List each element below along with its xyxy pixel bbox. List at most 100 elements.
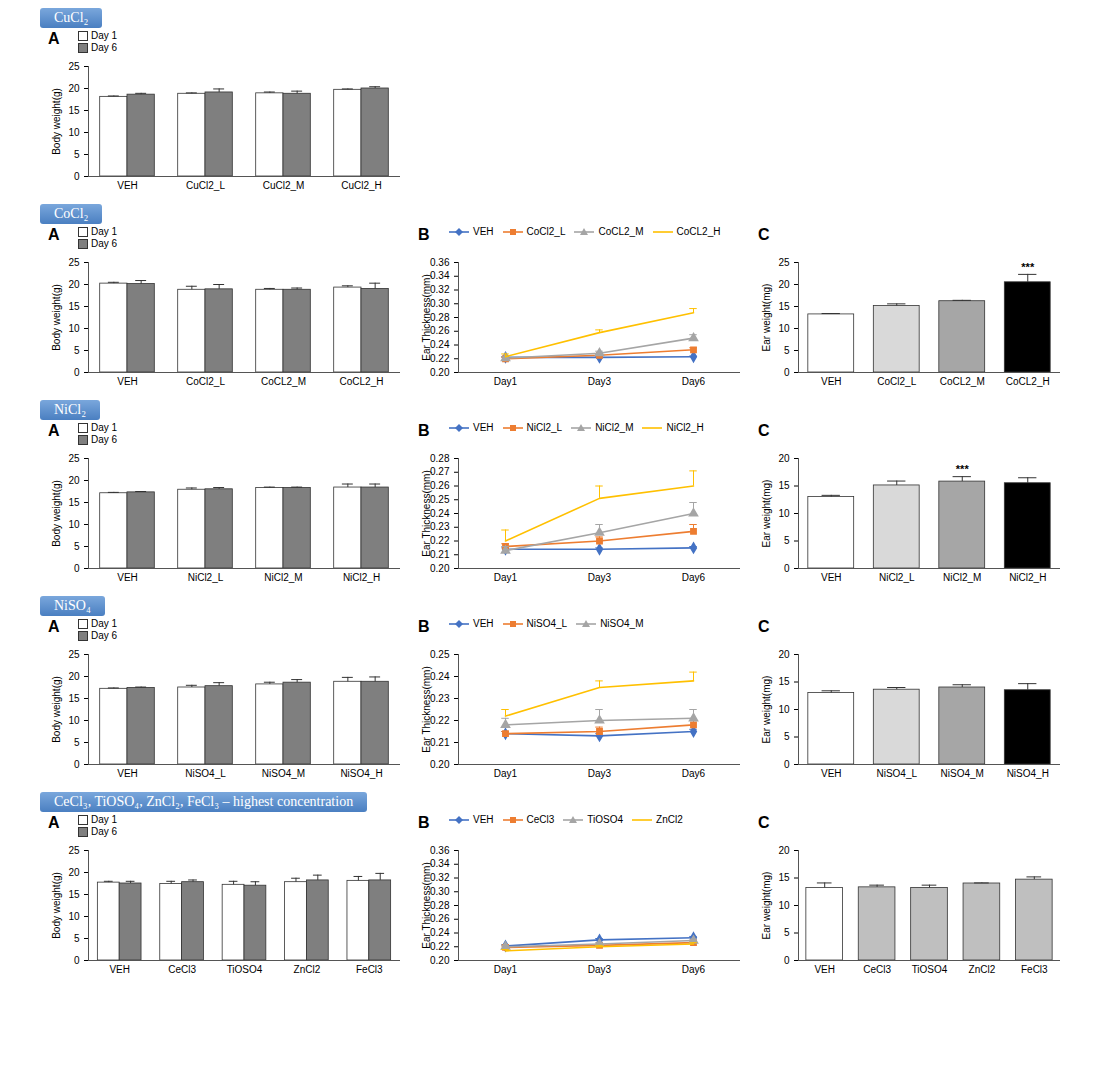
svg-text:0.28: 0.28 [430,312,450,323]
svg-text:20: 20 [68,867,80,878]
svg-text:Day3: Day3 [588,964,612,975]
svg-text:VEH: VEH [821,376,842,387]
svg-text:VEH: VEH [117,572,138,583]
svg-text:FeCl3: FeCl3 [356,964,383,975]
svg-text:Ear Thickness(mm): Ear Thickness(mm) [421,470,432,557]
svg-text:10: 10 [778,323,790,334]
svg-text:0.26: 0.26 [430,480,450,491]
svg-text:0.23: 0.23 [430,693,450,704]
svg-text:CuCl2_M: CuCl2_M [263,180,305,191]
svg-text:VEH: VEH [117,376,138,387]
svg-text:25: 25 [68,61,80,72]
svg-text:15: 15 [68,693,80,704]
svg-text:0.28: 0.28 [430,453,450,464]
svg-text:0: 0 [74,563,80,574]
svg-text:0.28: 0.28 [430,900,450,911]
svg-text:CoCL2_M: CoCL2_M [261,376,306,387]
svg-text:Day3: Day3 [588,376,612,387]
svg-text:5: 5 [784,535,790,546]
svg-text:10: 10 [68,911,80,922]
svg-text:Body weight(g): Body weight(g) [51,872,62,939]
svg-text:VEH: VEH [814,964,835,975]
svg-text:15: 15 [778,301,790,312]
svg-text:CoCL2_M: CoCL2_M [940,376,985,387]
svg-text:NiCl2_H: NiCl2_H [1009,572,1046,583]
svg-text:VEH: VEH [117,180,138,191]
svg-text:Ear Thickness(mm): Ear Thickness(mm) [421,274,432,361]
svg-text:CuCl2_L: CuCl2_L [186,180,225,191]
svg-text:0.22: 0.22 [430,715,450,726]
svg-text:NiCl2_H: NiCl2_H [343,572,380,583]
svg-text:0.25: 0.25 [430,494,450,505]
svg-text:NiCl2_M: NiCl2_M [264,572,302,583]
svg-text:0.24: 0.24 [430,339,450,350]
svg-text:0.20: 0.20 [430,955,450,966]
svg-text:25: 25 [68,845,80,856]
svg-text:0.36: 0.36 [430,257,450,268]
svg-text:15: 15 [778,480,790,491]
svg-text:25: 25 [68,649,80,660]
svg-text:15: 15 [68,301,80,312]
svg-text:Day3: Day3 [588,572,612,583]
svg-text:0.22: 0.22 [430,353,450,364]
svg-text:0.24: 0.24 [430,508,450,519]
svg-text:0.36: 0.36 [430,845,450,856]
svg-text:0.32: 0.32 [430,872,450,883]
svg-text:25: 25 [778,257,790,268]
svg-text:NiCl2_L: NiCl2_L [879,572,915,583]
svg-text:10: 10 [68,715,80,726]
svg-text:0.24: 0.24 [430,671,450,682]
svg-text:20: 20 [778,649,790,660]
svg-text:10: 10 [68,519,80,530]
svg-text:NiSO4_M: NiSO4_M [262,768,305,779]
svg-text:Day1: Day1 [494,964,518,975]
svg-text:15: 15 [68,105,80,116]
svg-text:0: 0 [784,367,790,378]
svg-text:0.27: 0.27 [430,466,450,477]
svg-text:0.34: 0.34 [430,270,450,281]
svg-text:NiSO4_M: NiSO4_M [941,768,984,779]
svg-text:Day6: Day6 [682,768,706,779]
svg-text:Day6: Day6 [682,376,706,387]
svg-text:Ear Thickness(mm): Ear Thickness(mm) [421,666,432,753]
svg-text:5: 5 [74,541,80,552]
svg-text:20: 20 [778,453,790,464]
svg-text:0.26: 0.26 [430,913,450,924]
svg-text:5: 5 [784,927,790,938]
svg-text:TiOSO4: TiOSO4 [227,964,263,975]
svg-text:10: 10 [778,704,790,715]
svg-text:0.21: 0.21 [430,737,450,748]
svg-text:5: 5 [74,933,80,944]
svg-text:20: 20 [778,279,790,290]
svg-text:0.22: 0.22 [430,941,450,952]
svg-text:Ear weight(mg): Ear weight(mg) [761,284,772,352]
svg-text:0: 0 [784,563,790,574]
svg-text:0.26: 0.26 [430,325,450,336]
svg-text:CoCl2_L: CoCl2_L [877,376,916,387]
svg-text:0.21: 0.21 [430,549,450,560]
svg-text:FeCl3: FeCl3 [1021,964,1048,975]
svg-text:20: 20 [68,279,80,290]
svg-text:0.20: 0.20 [430,759,450,770]
svg-text:0: 0 [784,759,790,770]
svg-text:TiOSO4: TiOSO4 [912,964,948,975]
svg-text:Ear weight(mg): Ear weight(mg) [761,676,772,744]
svg-text:***: *** [1021,261,1035,273]
svg-text:CoCL2_H: CoCL2_H [340,376,384,387]
svg-text:10: 10 [778,900,790,911]
svg-text:NiSO4_L: NiSO4_L [185,768,226,779]
svg-text:0.32: 0.32 [430,284,450,295]
svg-text:VEH: VEH [117,768,138,779]
svg-text:0: 0 [74,171,80,182]
svg-text:Day1: Day1 [494,376,518,387]
svg-text:0.30: 0.30 [430,886,450,897]
svg-text:ZnCl2: ZnCl2 [969,964,996,975]
svg-text:VEH: VEH [821,768,842,779]
svg-text:0.23: 0.23 [430,521,450,532]
svg-text:NiCl2_L: NiCl2_L [188,572,224,583]
svg-text:0.30: 0.30 [430,298,450,309]
svg-text:0.20: 0.20 [430,367,450,378]
svg-text:10: 10 [68,127,80,138]
svg-text:NiSO4_H: NiSO4_H [340,768,382,779]
svg-text:0.25: 0.25 [430,649,450,660]
